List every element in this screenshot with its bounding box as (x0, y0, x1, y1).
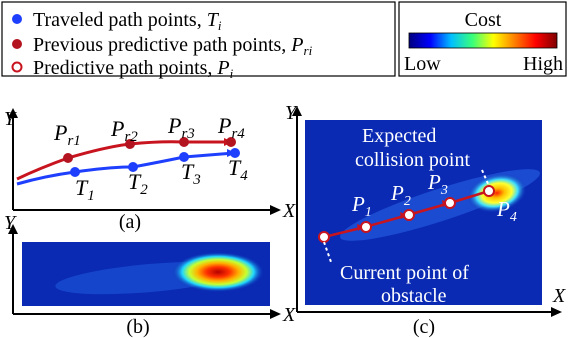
panel-b-y-label: Y (4, 212, 17, 234)
panel-a-x-arrowhead (270, 205, 281, 215)
label-t3: T3 (181, 159, 201, 188)
current-point-text-line2: obstacle (381, 285, 447, 307)
label-p2: P2 (390, 181, 411, 209)
label-p3: P3 (427, 170, 448, 198)
traveled-point-4 (230, 148, 240, 158)
expected-collision-text-line1: Expected (362, 125, 436, 147)
predictive-point-3 (444, 197, 456, 209)
panel-c-caption: (c) (413, 316, 435, 338)
panel-c-y-label: Y (285, 102, 298, 124)
previous-point-1 (63, 153, 73, 163)
panel-a-y-label: Y (4, 108, 17, 130)
traveled-path-line (16, 151, 235, 186)
panel-b-y-arrowhead (8, 224, 18, 234)
label-t4: T4 (228, 155, 248, 184)
panel-a-y-arrowhead (8, 108, 18, 118)
colorbar-bar (408, 32, 558, 49)
panel-c-heat-blob (467, 173, 527, 213)
legend-marker-traveled (12, 14, 22, 24)
label-t1: T1 (75, 175, 95, 204)
label-p1: P1 (351, 192, 372, 220)
label-pr4: Pr4 (217, 113, 245, 142)
label-t2: T2 (128, 169, 148, 198)
label-pr3: Pr3 (167, 113, 195, 142)
colorbar-low-label: Low (404, 53, 441, 75)
previous-path-line (16, 140, 231, 181)
legend-item-predictive: Predictive path points, Pi (33, 57, 234, 81)
colorbar-high-label: High (523, 53, 563, 75)
legend-marker-previous (12, 39, 22, 49)
panel-a: Y X Pr1 Pr2 Pr3 Pr4 T1 T2 T3 T4 (a) (4, 108, 296, 233)
legend: Traveled path points, Ti Previous predic… (1, 1, 396, 81)
colorbar-title: Cost (465, 9, 502, 31)
predictive-point-4 (483, 185, 495, 197)
panel-b-x-label: X (282, 304, 296, 326)
legend-item-previous: Previous predictive path points, Pri (33, 34, 313, 58)
panel-c-x-arrowhead (551, 307, 562, 317)
panel-c: Y X Expected collision point P1 P2 P3 P4… (285, 102, 566, 338)
expected-collision-leader (481, 169, 490, 187)
previous-point-4 (226, 137, 236, 147)
predictive-point-1 (360, 221, 372, 233)
traveled-point-3 (179, 152, 189, 162)
label-p4: P4 (496, 197, 517, 225)
panel-b: Y X (b) (4, 212, 296, 338)
panel-a-x-label: X (282, 200, 296, 222)
traveled-point-2 (128, 162, 138, 172)
predictive-point-2 (403, 209, 415, 221)
panel-a-caption: (a) (119, 211, 141, 233)
panel-c-x-label: X (552, 285, 566, 307)
legend-frame (1, 1, 396, 77)
current-obstacle-point (318, 231, 330, 243)
previous-point-3 (179, 137, 189, 147)
legend-item-traveled: Traveled path points, Ti (33, 9, 222, 33)
legend-marker-predictive (11, 61, 23, 73)
label-pr1: Pr1 (53, 120, 81, 149)
current-point-text-line1: Current point of (340, 262, 469, 284)
panel-c-y-arrowhead (292, 106, 302, 116)
panel-b-caption: (b) (126, 316, 149, 338)
panel-b-x-arrowhead (270, 309, 281, 319)
panel-b-heat-blob (172, 252, 264, 292)
expected-collision-text-line2: collision point (355, 149, 470, 171)
traveled-point-1 (70, 167, 80, 177)
colorbar: Cost Low High (398, 1, 567, 77)
label-pr2: Pr2 (110, 116, 138, 145)
previous-point-2 (125, 139, 135, 149)
